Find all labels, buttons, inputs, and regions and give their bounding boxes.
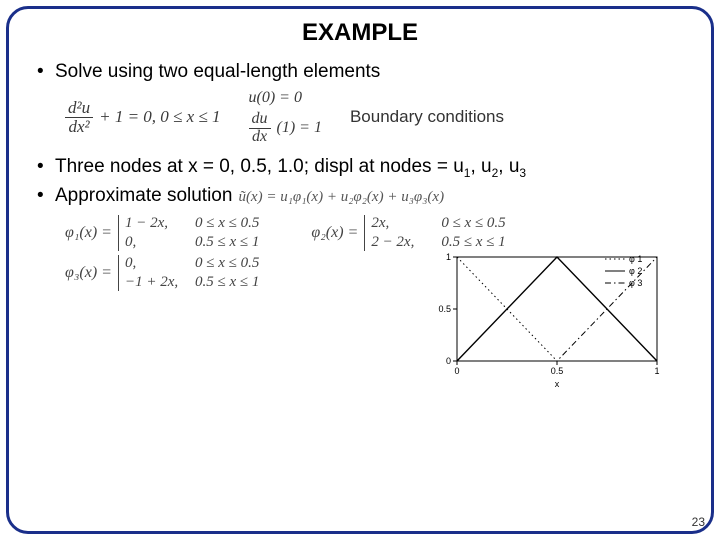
bc-line-1: u(0) = 0	[249, 89, 322, 107]
equation-row: d²u dx² + 1 = 0, 0 ≤ x ≤ 1 u(0) = 0 du d…	[65, 89, 689, 146]
phi1-name: φ₁(x) =	[65, 224, 112, 242]
bc2-rest: (1) = 1	[277, 119, 322, 137]
phi2-definition: φ₂(x) = 2x,0 ≤ x ≤ 0.5 2 − 2x,0.5 ≤ x ≤ …	[311, 215, 505, 251]
shape-functions-row-2: φ₃(x) = 0,0 ≤ x ≤ 0.5 −1 + 2x,0.5 ≤ x ≤ …	[65, 255, 689, 394]
bullet-1: • Solve using two equal-length elements	[37, 61, 689, 83]
chart-svg: 0 0.5 1 0 0.5 1 x φ 1 φ 2 φ 3	[421, 249, 681, 389]
slide-frame: EXAMPLE • Solve using two equal-length e…	[6, 6, 714, 534]
shape-functions-row-1: φ₁(x) = 1 − 2x,0 ≤ x ≤ 0.5 0,0.5 ≤ x ≤ 1…	[65, 215, 689, 251]
svg-text:φ 1: φ 1	[629, 254, 642, 264]
bc2-den: dx	[249, 129, 270, 146]
svg-text:0.5: 0.5	[551, 366, 564, 376]
bullet-3-text: Approximate solution	[55, 185, 232, 207]
slide-title: EXAMPLE	[31, 19, 689, 47]
bullet-2-text: Three nodes at x = 0, 0.5, 1.0; displ at…	[55, 156, 526, 180]
approx-expression: ũ(x) = u₁φ₁(x) + u₂φ₂(x) + u₃φ₃(x)	[238, 189, 444, 206]
svg-text:x: x	[555, 379, 560, 389]
ode-rhs: + 1 = 0, 0 ≤ x ≤ 1	[99, 107, 220, 127]
ode-numerator: d²u	[65, 99, 93, 118]
bc-label: Boundary conditions	[350, 107, 504, 127]
bullet-1-text: Solve using two equal-length elements	[55, 61, 380, 83]
svg-text:1: 1	[446, 252, 451, 262]
bc2-num: du	[249, 111, 271, 129]
boundary-conditions: u(0) = 0 du dx (1) = 1	[249, 89, 322, 146]
phi3-definition: φ₃(x) = 0,0 ≤ x ≤ 0.5 −1 + 2x,0.5 ≤ x ≤ …	[65, 255, 259, 291]
svg-text:1: 1	[654, 366, 659, 376]
svg-text:0.5: 0.5	[438, 304, 451, 314]
bullet-3: • Approximate solution ũ(x) = u₁φ₁(x) + …	[37, 185, 689, 207]
svg-text:φ 3: φ 3	[629, 278, 642, 288]
svg-text:φ 2: φ 2	[629, 266, 642, 276]
phi2-name: φ₂(x) =	[311, 224, 358, 242]
page-number: 23	[692, 515, 705, 529]
svg-text:0: 0	[446, 356, 451, 366]
bullet-dot: •	[37, 61, 55, 83]
bc-line-2: du dx (1) = 1	[249, 111, 322, 146]
bullet-dot: •	[37, 156, 55, 178]
bullet-dot: •	[37, 185, 55, 207]
phi1-definition: φ₁(x) = 1 − 2x,0 ≤ x ≤ 0.5 0,0.5 ≤ x ≤ 1	[65, 215, 259, 251]
ode-equation: d²u dx² + 1 = 0, 0 ≤ x ≤ 1	[65, 99, 221, 136]
bullet-2: • Three nodes at x = 0, 0.5, 1.0; displ …	[37, 156, 689, 180]
phi3-name: φ₃(x) =	[65, 264, 112, 282]
ode-denominator: dx²	[65, 118, 92, 136]
shape-function-chart: 0 0.5 1 0 0.5 1 x φ 1 φ 2 φ 3	[421, 249, 681, 394]
svg-text:0: 0	[454, 366, 459, 376]
